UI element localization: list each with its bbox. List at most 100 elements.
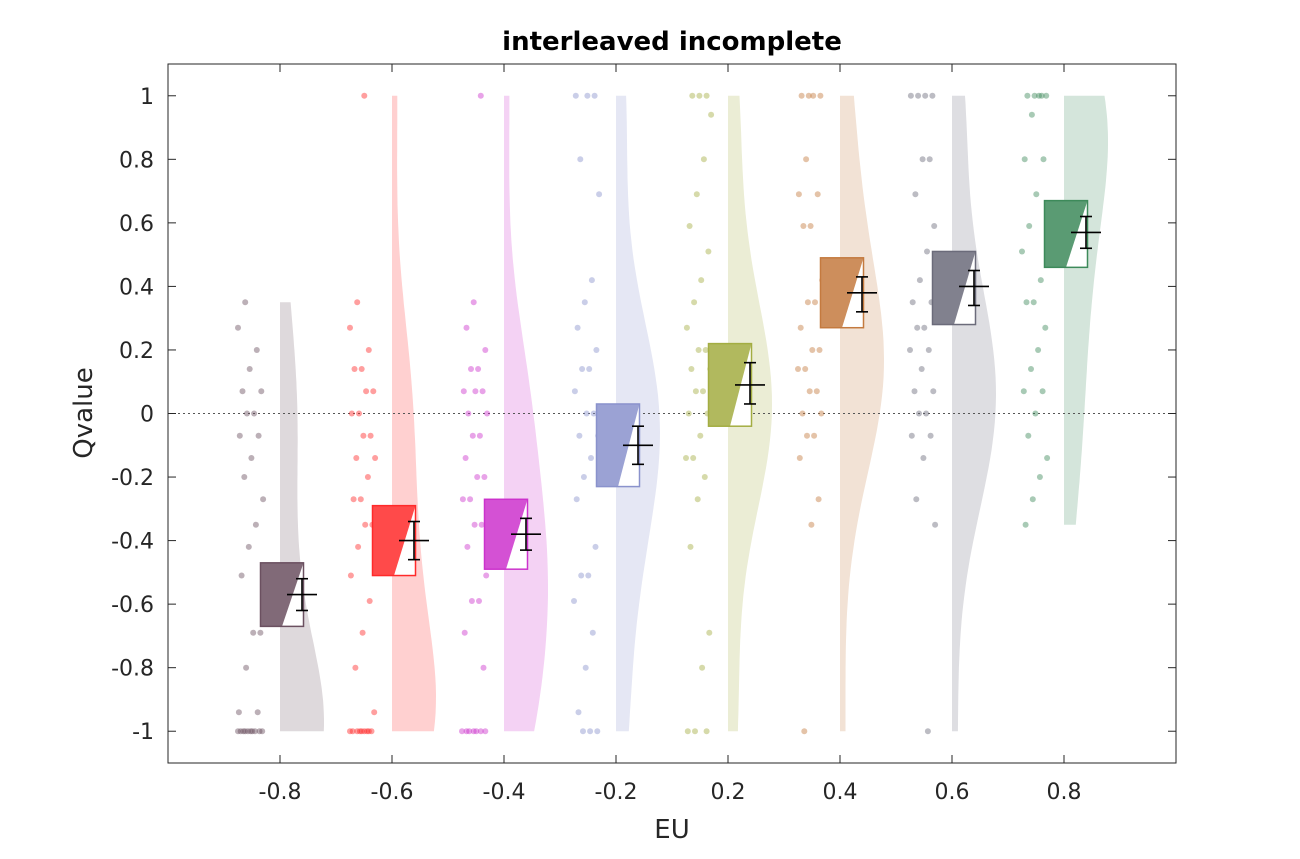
mean-box-fill <box>820 257 864 328</box>
data-point <box>473 728 480 735</box>
data-point <box>361 92 368 99</box>
data-point <box>483 572 490 579</box>
data-point <box>907 92 914 99</box>
data-point <box>359 629 366 636</box>
mean-box-fill <box>708 343 752 427</box>
data-point <box>708 111 715 118</box>
x-tick-label: -0.4 <box>483 780 526 805</box>
data-point <box>368 728 375 735</box>
data-point <box>1026 223 1033 229</box>
data-point <box>575 709 582 716</box>
data-point <box>251 410 258 417</box>
data-point <box>683 324 690 331</box>
density-cloud <box>840 95 884 732</box>
data-point <box>365 347 372 353</box>
y-tick-label: -0.2 <box>111 466 154 491</box>
data-point <box>465 410 472 417</box>
data-point <box>912 191 919 198</box>
data-point <box>582 664 589 671</box>
data-point <box>804 432 810 439</box>
data-point <box>908 432 915 439</box>
y-tick-label: 1 <box>140 85 154 110</box>
data-point <box>922 92 929 99</box>
mean-box-fill <box>596 403 640 487</box>
data-point <box>248 455 255 461</box>
data-point <box>703 728 710 735</box>
data-point <box>371 709 378 716</box>
data-point <box>687 543 694 550</box>
data-point <box>463 728 470 735</box>
data-point <box>237 728 244 735</box>
data-point <box>701 474 708 480</box>
data-point <box>350 496 357 503</box>
data-point <box>1031 92 1038 99</box>
x-axis-ticks: -0.8 -0.6 -0.4 -0.2 0.2 0.4 0.6 0.8 <box>259 64 1082 805</box>
data-point <box>590 410 597 417</box>
mean-box-fill <box>484 499 528 570</box>
data-point <box>245 543 252 550</box>
data-point <box>1021 156 1028 163</box>
data-point <box>931 223 938 229</box>
data-point <box>468 598 475 604</box>
data-point <box>801 728 808 735</box>
data-point <box>235 324 241 331</box>
data-point <box>581 299 588 306</box>
data-point <box>923 410 930 417</box>
data-point <box>260 496 267 503</box>
data-point <box>585 572 592 579</box>
data-point <box>480 664 487 671</box>
data-point <box>479 388 486 395</box>
data-point <box>461 629 468 636</box>
data-point <box>596 191 603 198</box>
data-point <box>692 728 698 735</box>
data-point <box>257 629 264 636</box>
data-point <box>476 598 482 604</box>
data-point <box>1035 347 1042 353</box>
data-point <box>684 728 691 735</box>
data-point <box>464 543 471 550</box>
data-point <box>798 92 805 99</box>
data-point <box>459 496 466 503</box>
data-point <box>802 366 809 372</box>
data-point <box>347 324 353 331</box>
data-point <box>1020 388 1027 395</box>
data-point <box>703 92 710 99</box>
data-point <box>688 366 695 372</box>
data-point <box>482 728 489 735</box>
mean-box-fill <box>372 505 416 576</box>
data-point <box>467 496 474 503</box>
data-point <box>587 728 594 735</box>
data-point <box>235 709 242 716</box>
data-point <box>795 366 801 372</box>
data-point <box>460 388 467 395</box>
x-tick-label: -0.8 <box>259 780 302 805</box>
data-point <box>255 432 262 439</box>
data-point <box>697 432 704 439</box>
y-axis-ticks: -1 -0.8 -0.6 -0.4 -0.2 0 0.2 0.4 0.6 0.8 1 <box>111 85 1176 745</box>
data-point <box>916 277 923 284</box>
data-point <box>686 223 693 229</box>
data-point <box>1029 496 1036 503</box>
data-point <box>588 277 595 284</box>
data-point <box>705 248 712 255</box>
data-point <box>810 92 817 99</box>
data-point <box>366 598 373 604</box>
y-tick-label: 0.8 <box>119 148 154 173</box>
data-point <box>807 223 814 229</box>
data-point <box>1024 92 1031 99</box>
data-point <box>803 156 810 163</box>
data-point <box>239 388 246 395</box>
data-point <box>235 728 241 735</box>
data-point <box>462 455 469 461</box>
x-tick-label: 0.2 <box>711 780 746 805</box>
jittered-points <box>235 92 1051 735</box>
data-point <box>372 455 379 461</box>
data-point <box>1022 521 1029 528</box>
data-point <box>691 299 698 306</box>
data-point <box>816 347 823 353</box>
y-tick-label: -0.4 <box>111 530 154 555</box>
data-point <box>811 432 818 439</box>
data-point <box>466 728 473 735</box>
data-point <box>469 432 476 439</box>
data-point <box>698 277 705 284</box>
